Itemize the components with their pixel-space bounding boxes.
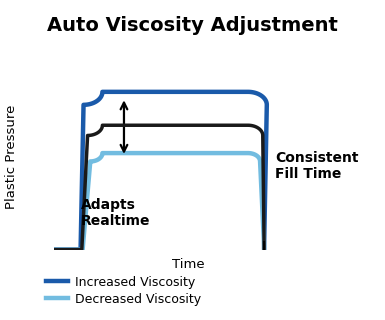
- Text: Auto Viscosity Adjustment: Auto Viscosity Adjustment: [47, 16, 338, 35]
- Text: Consistent
Fill Time: Consistent Fill Time: [275, 151, 358, 181]
- Text: Adapts
Realtime: Adapts Realtime: [81, 198, 151, 228]
- Text: Time: Time: [172, 258, 205, 271]
- Text: Plastic Pressure: Plastic Pressure: [5, 105, 18, 209]
- Legend: Increased Viscosity, Decreased Viscosity: Increased Viscosity, Decreased Viscosity: [41, 271, 206, 310]
